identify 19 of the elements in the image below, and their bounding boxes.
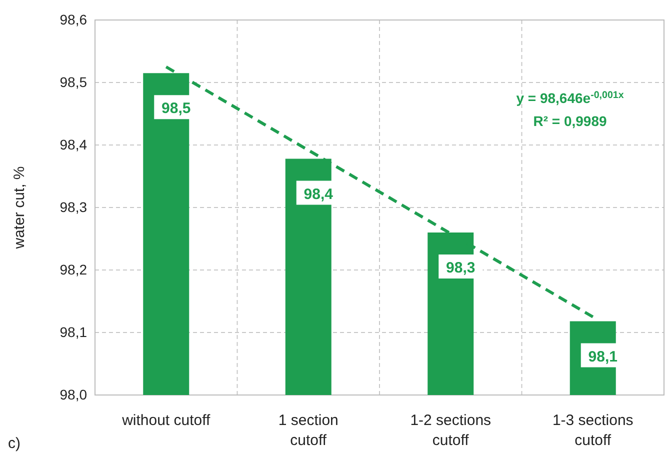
- y-tick-label: 98,2: [60, 261, 88, 278]
- y-tick-label: 98,0: [60, 386, 88, 402]
- y-tick-label: 98,5: [60, 74, 88, 90]
- x-tick-label: without cutoff: [121, 412, 212, 429]
- text: c): [8, 435, 20, 452]
- y-tick-label: 98,4: [60, 136, 88, 152]
- annotation: y = 98,646e$^{-0,001x}$: [516, 90, 624, 106]
- y-tick-label: 98,6: [60, 11, 88, 28]
- x-tick-label: 1 section cutoff: [278, 412, 338, 449]
- x-tick-label: 1-2 sections cutoff: [410, 412, 492, 449]
- annotation: R² = 0,9989: [533, 113, 607, 129]
- data-label: 98,4: [304, 186, 334, 203]
- data-label: 98,3: [446, 260, 476, 276]
- y-tick-label: 98,3: [60, 198, 88, 215]
- y-tick-label: 98,1: [60, 324, 88, 340]
- x-tick-label: 1-3 sections cutoff: [552, 412, 634, 449]
- y-axis-title: water cut, %: [11, 166, 28, 250]
- data-label: 98,1: [588, 348, 618, 366]
- data-label: 98,5: [162, 100, 191, 118]
